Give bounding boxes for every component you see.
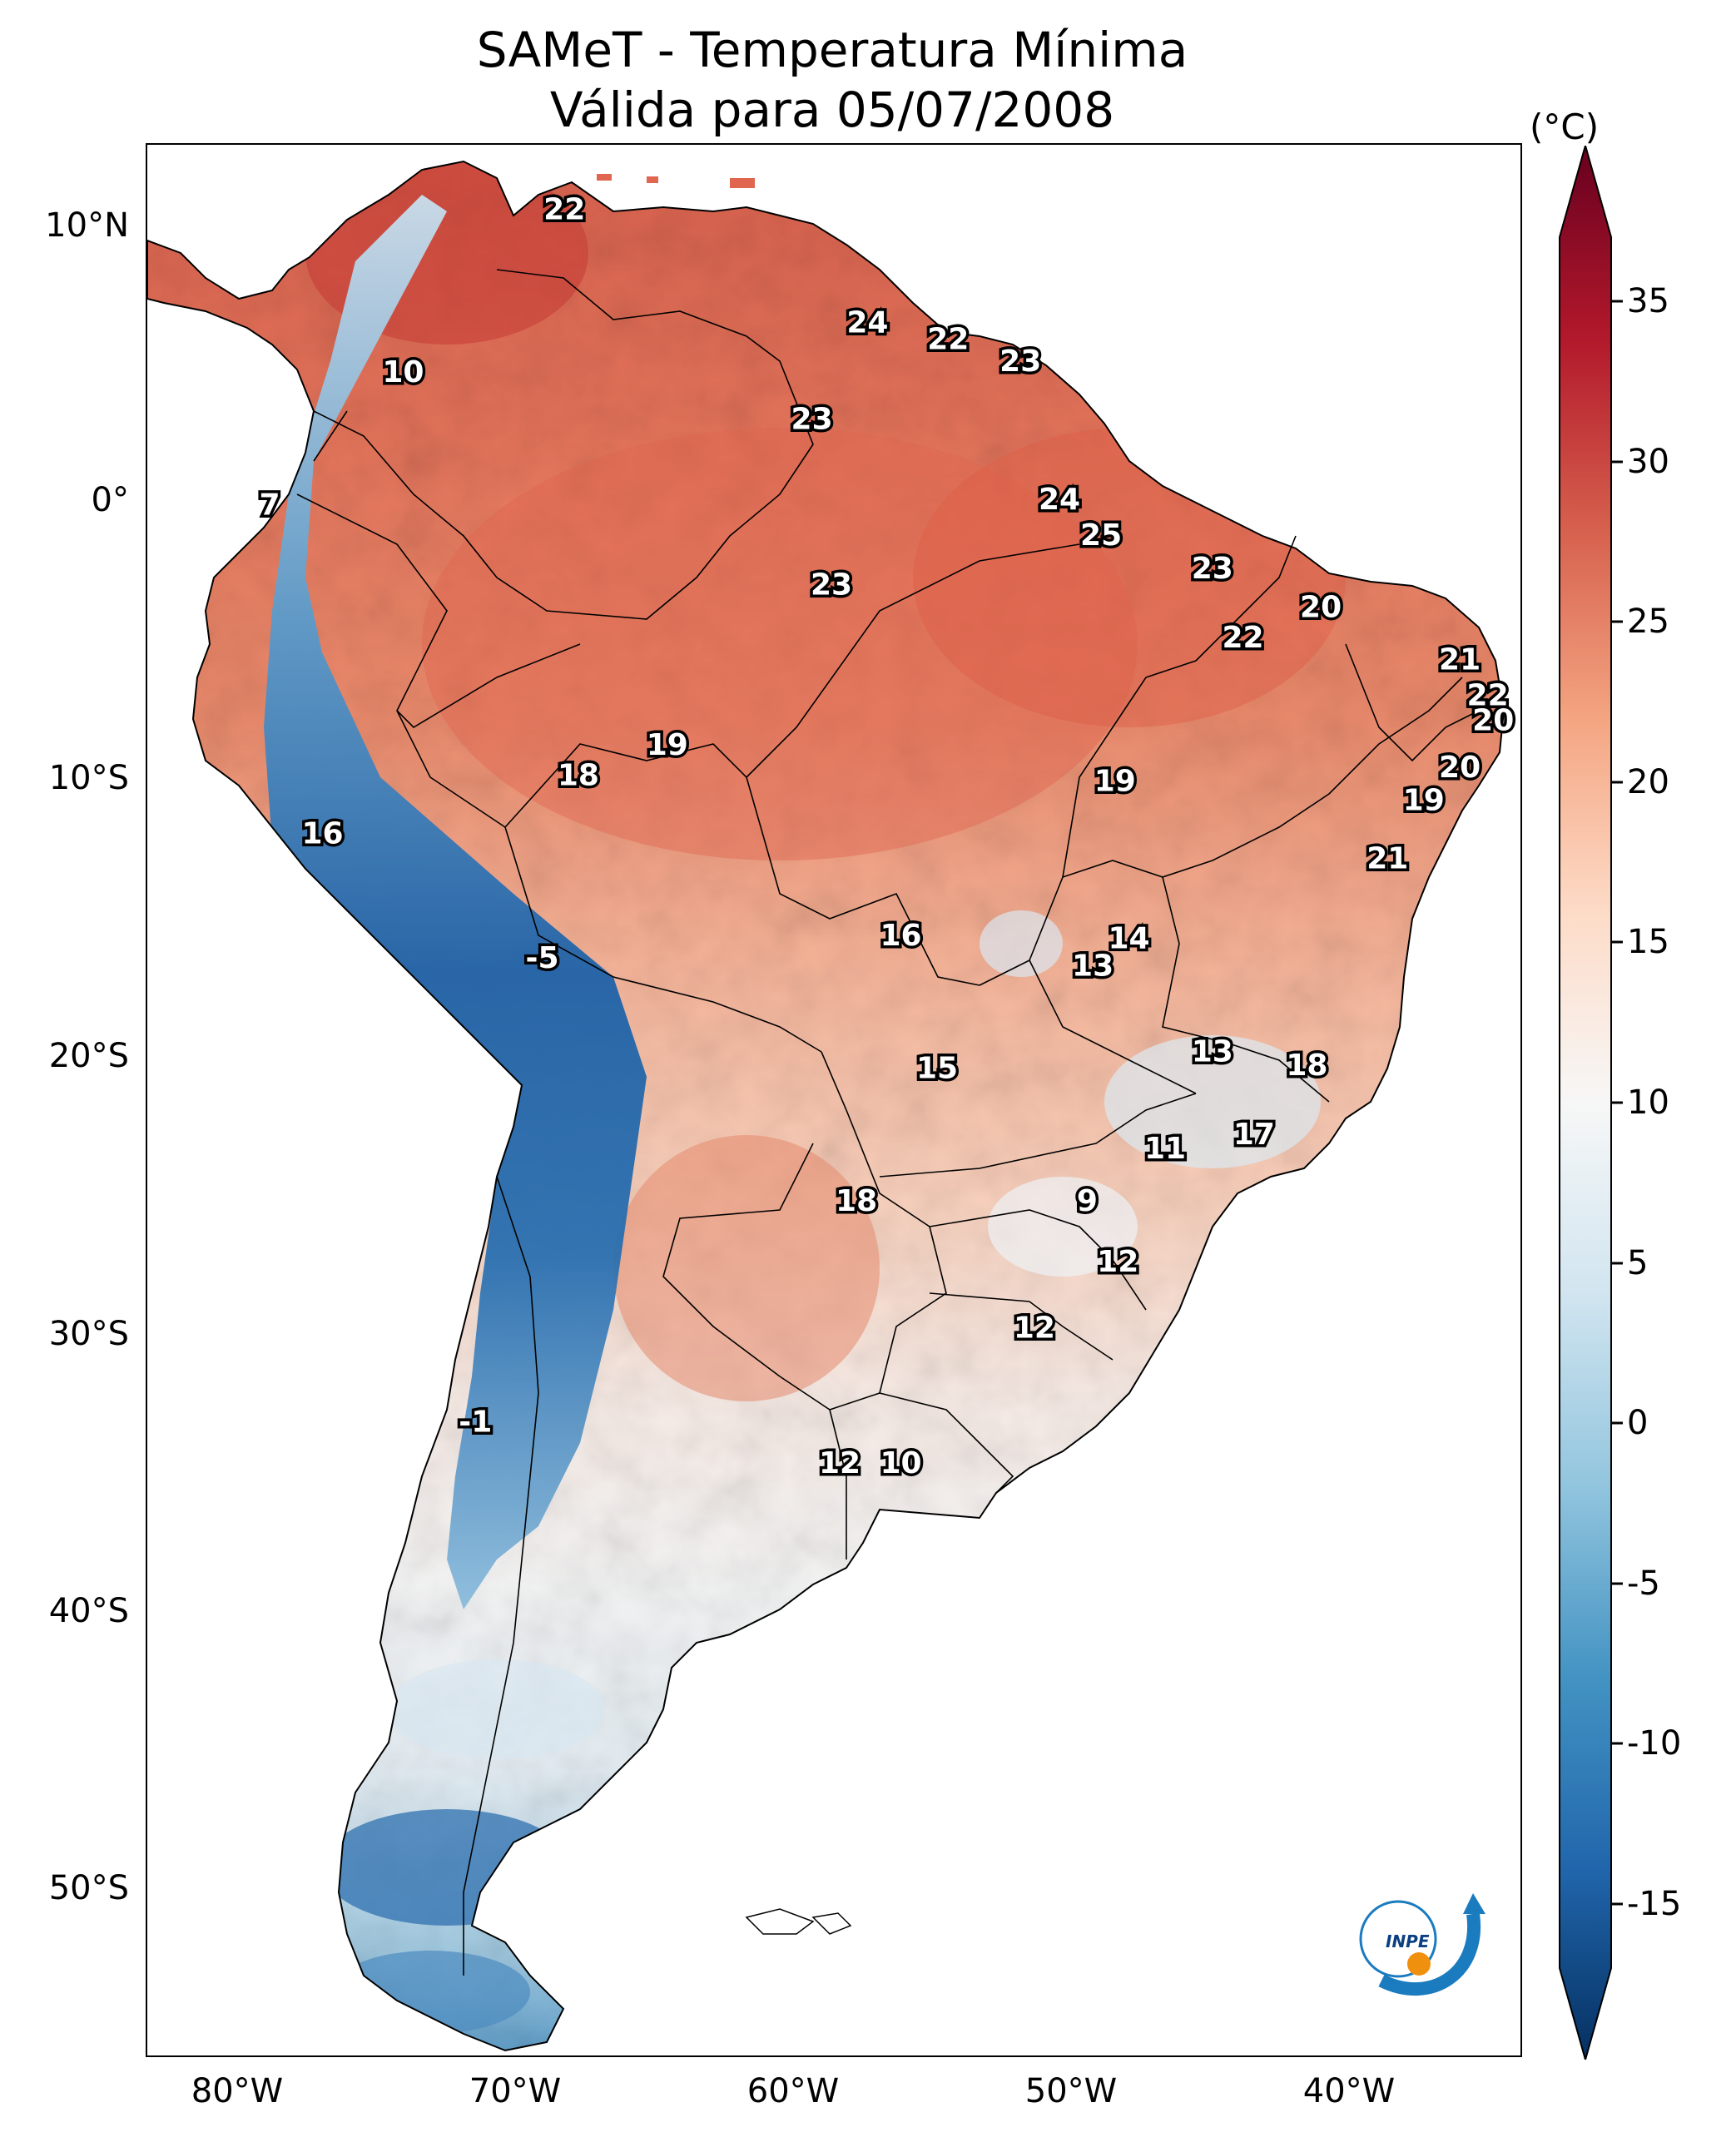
temperature-label: 14 [1108,922,1149,956]
temperature-label: 20 [1472,703,1514,737]
lon-tick-40w: 40°W [1302,2072,1396,2110]
colorbar-unit-label: (°C) [1530,107,1600,147]
colorbar-tick-mark [1611,300,1623,303]
title-line-1: SAMeT - Temperatura Mínima [476,22,1188,78]
inpe-logo: INPE [1359,1893,1486,1996]
country-borders [296,269,1480,1976]
temperature-label: 19 [1094,764,1136,798]
temperature-label: 9 [1077,1184,1098,1218]
lat-tick-30s: 30°S [48,1315,129,1353]
temperature-label: 23 [999,345,1041,379]
lat-tick-0: 0° [91,481,129,519]
temperature-label: 23 [1192,552,1233,586]
temperature-label: 17 [1233,1118,1275,1152]
logo-text: INPE [1386,1931,1430,1951]
colorbar-tick-label: 20 [1627,762,1669,801]
temperature-label: 22 [927,322,969,356]
colorbar-tick-label: -5 [1627,1564,1660,1603]
temperature-label: -5 [526,941,559,975]
temperature-label: 24 [1039,483,1080,517]
colorbar-tick-mark [1611,1582,1623,1585]
temperature-label: 10 [382,355,424,389]
colorbar-tick-label: 0 [1627,1404,1649,1443]
colorbar-tick-mark [1611,940,1623,944]
lon-tick-70w: 70°W [469,2072,562,2110]
colorbar-tick-label: 10 [1627,1083,1669,1122]
colorbar-tick-mark [1611,460,1623,464]
colorbar-tick-label: 30 [1627,442,1669,481]
map-title: SAMeT - Temperatura Mínima Válida para 0… [150,20,1515,140]
temperature-label: 22 [1222,621,1263,655]
colorbar-tick-label: 25 [1627,602,1669,642]
temperature-label: 23 [791,403,833,437]
temperature-label: 13 [1072,950,1114,984]
colorbar-tick-label: -10 [1627,1724,1682,1763]
temperature-label: 18 [558,759,599,793]
temperature-label: 11 [1144,1132,1186,1166]
temperature-label: -1 [459,1405,492,1439]
colorbar-tick-mark [1611,1262,1623,1265]
colorbar [1559,146,1612,2060]
temperature-label: 21 [1366,841,1408,875]
temperature-label: 19 [1403,784,1445,818]
colorbar-tick-mark [1611,1101,1623,1104]
colorbar-tick-mark [1611,1421,1623,1425]
map-plot-area: 22 24 22 23 10 23 7 24 25 23 23 20 22 21 22 20 19 18 20 19 1… [146,143,1522,2057]
temperature-label: 7 [259,488,280,523]
temperature-label: 12 [819,1446,861,1480]
temperature-label: 22 [1467,679,1509,713]
lat-tick-10s: 10°S [48,759,129,797]
temperature-label: 15 [916,1052,958,1086]
lat-tick-10n: 10°N [45,206,129,245]
colorbar-tick-mark [1611,781,1623,784]
temperature-label: 16 [301,816,343,850]
temperature-label: 19 [647,728,688,762]
lat-tick-50s: 50°S [48,1869,129,1907]
lon-tick-50w: 50°W [1024,2072,1118,2110]
temperature-label: 20 [1300,590,1342,624]
colorbar-tick-label: 5 [1627,1243,1649,1282]
falkland-islands [745,1908,852,1935]
colorbar-tick-label: -15 [1627,1884,1682,1923]
temperature-label: 16 [880,919,921,953]
temperature-label: 21 [1439,642,1481,677]
temperature-label: 12 [1097,1245,1138,1279]
title-line-2: Válida para 05/07/2008 [549,82,1115,138]
lon-tick-80w: 80°W [191,2072,284,2110]
temperature-label: 18 [1286,1049,1327,1083]
colorbar-tick-mark [1611,1902,1623,1906]
temperature-label: 20 [1439,751,1481,785]
temperature-label: 12 [1014,1312,1055,1346]
colorbar-tick-label: 15 [1627,923,1669,962]
lat-tick-40s: 40°S [48,1592,129,1630]
lon-tick-60w: 60°W [746,2072,840,2110]
temperature-label: 22 [543,192,585,226]
temperature-label: 25 [1080,518,1122,553]
lat-tick-20s: 20°S [48,1037,129,1075]
temperature-label: 13 [1192,1035,1233,1069]
temperature-label: 18 [836,1184,877,1218]
colorbar-tick-label: 35 [1627,282,1669,321]
temperature-label: 10 [880,1446,921,1480]
temperature-label: 24 [846,305,888,340]
colorbar-tick-mark [1611,1742,1623,1745]
temperature-label: 23 [811,568,852,602]
caribbean-islands [597,174,755,188]
colorbar-tick-mark [1611,620,1623,623]
